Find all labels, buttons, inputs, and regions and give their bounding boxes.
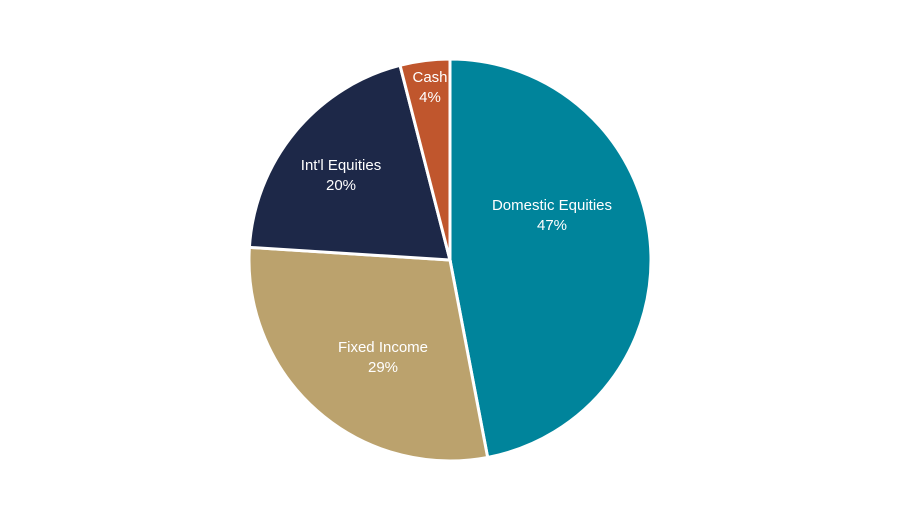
pie-slice-fixed-income [247, 245, 490, 463]
pie-labels: Domestic Equities 47% Fixed Income 29% Int'l… [301, 69, 612, 376]
slice-name-label: Fixed Income [338, 339, 428, 356]
slice-label-int-l-equities: Int'l Equities 20% [301, 157, 381, 194]
slice-value-label: 47% [537, 217, 567, 234]
slice-label-cash: Cash 4% [412, 69, 447, 106]
slice-label-domestic-equities: Domestic Equities 47% [492, 197, 612, 234]
slice-name-label: Cash [412, 69, 447, 86]
pie-slice-cash [398, 57, 452, 261]
slice-value-label: 4% [419, 89, 441, 106]
pie-slice-int-l-equities [247, 63, 452, 262]
slice-value-label: 20% [326, 177, 356, 194]
slice-value-label: 29% [368, 359, 398, 376]
slice-name-label: Int'l Equities [301, 157, 381, 174]
slice-label-fixed-income: Fixed Income 29% [338, 339, 428, 376]
pie-slice-domestic-equities [448, 57, 653, 460]
slice-name-label: Domestic Equities [492, 197, 612, 214]
pie-slices [247, 57, 653, 463]
